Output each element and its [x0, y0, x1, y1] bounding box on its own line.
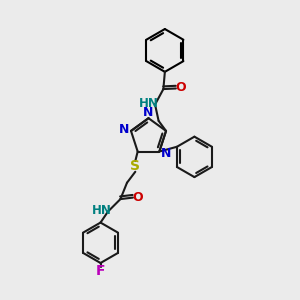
Text: S: S	[130, 159, 140, 173]
Text: N: N	[119, 123, 130, 136]
Text: O: O	[175, 81, 186, 94]
Text: HN: HN	[139, 97, 158, 110]
Text: HN: HN	[92, 204, 111, 217]
Text: N: N	[143, 106, 154, 119]
Text: N: N	[161, 146, 171, 160]
Text: O: O	[132, 190, 143, 203]
Text: F: F	[96, 264, 105, 278]
